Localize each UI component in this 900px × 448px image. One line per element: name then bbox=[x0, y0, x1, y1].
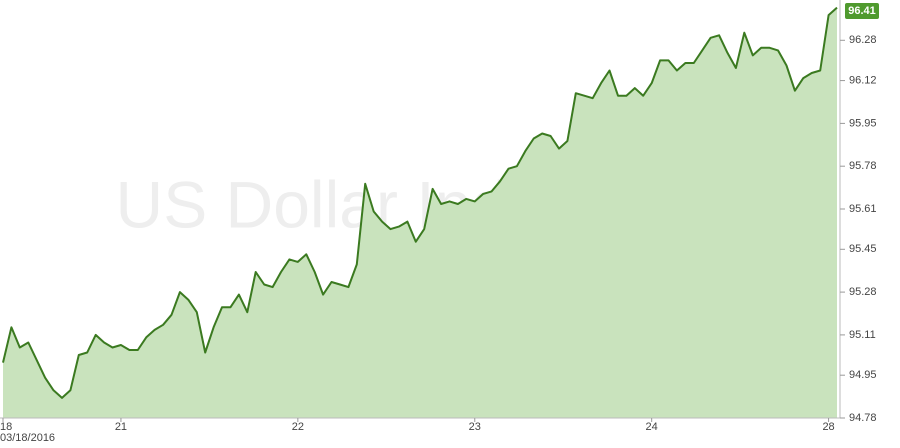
y-tick-label: 96.12 bbox=[849, 74, 877, 86]
date-label: 03/18/2016 bbox=[0, 432, 55, 444]
y-tick-label: 95.95 bbox=[849, 117, 877, 129]
current-value-label: 96.41 bbox=[848, 5, 876, 17]
x-tick-label: 23 bbox=[469, 421, 481, 433]
x-tick-label: 21 bbox=[115, 421, 127, 433]
y-tick-label: 95.45 bbox=[849, 243, 877, 255]
area bbox=[3, 7, 837, 418]
x-tick-label: 28 bbox=[822, 421, 834, 433]
y-tick-label: 95.78 bbox=[849, 160, 877, 172]
y-tick-label: 94.78 bbox=[849, 412, 877, 424]
x-tick-label: 24 bbox=[646, 421, 658, 433]
x-tick-label: 18 bbox=[0, 421, 12, 433]
current-value-tag bbox=[845, 3, 879, 19]
y-tick-label: 95.11 bbox=[849, 329, 876, 341]
y-tick-label: 96.28 bbox=[849, 34, 877, 46]
y-tick-label: 95.61 bbox=[849, 203, 877, 215]
line bbox=[2, 6, 838, 399]
y-tick-label: 95.28 bbox=[849, 286, 877, 298]
x-tick-label: 22 bbox=[292, 421, 304, 433]
y-tick-label: 94.95 bbox=[849, 369, 877, 381]
